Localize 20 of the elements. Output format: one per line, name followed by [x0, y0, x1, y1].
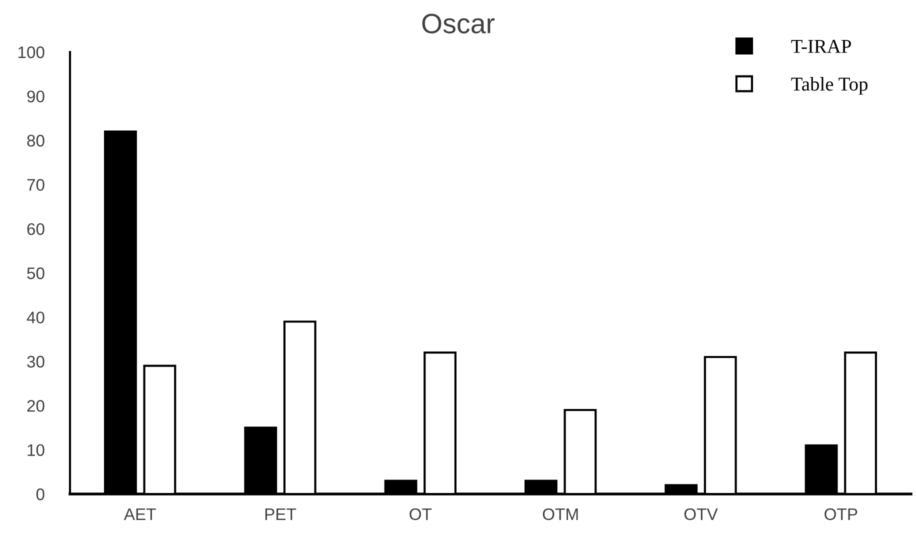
y-tick-label: 80 [27, 134, 44, 147]
chart-title: Oscar [422, 14, 495, 34]
y-tick-label: 60 [27, 223, 44, 236]
y-tick-label: 70 [27, 179, 44, 191]
x-tick-label: AET [124, 508, 156, 520]
y-tick-label: 20 [27, 400, 44, 412]
x-tick-label: OTP [824, 508, 858, 520]
y-tick-label: 100 [18, 46, 44, 58]
y-tick-label: 50 [27, 267, 44, 280]
y-tick-label: 0 [36, 488, 44, 500]
y-tick-label: 40 [26, 312, 44, 324]
x-tick-label: OTM [542, 508, 578, 520]
y-tick-label: 90 [27, 90, 44, 102]
y-tick-label: 10 [28, 444, 44, 456]
x-tick-label: PET [265, 508, 296, 520]
x-tick-label: OTV [684, 508, 718, 520]
legend-label: T-IRAP [791, 40, 851, 53]
legend-label: Table Top [791, 77, 868, 95]
y-tick-label: 30 [27, 356, 44, 368]
x-tick-label: OT [410, 508, 432, 520]
